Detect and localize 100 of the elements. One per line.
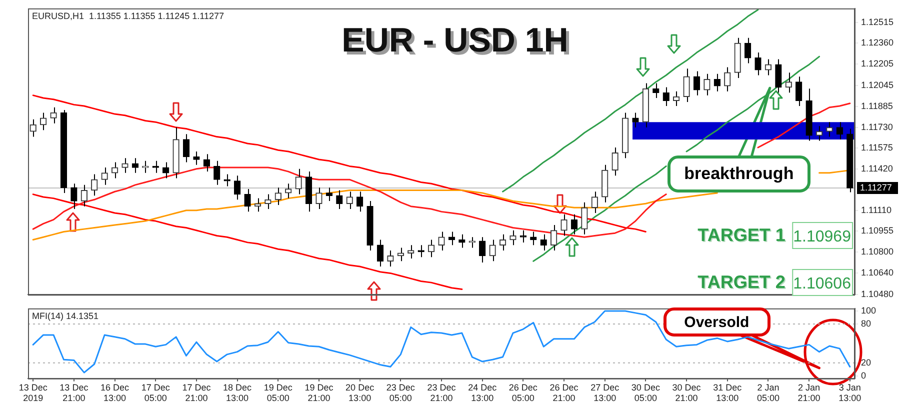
y-tick-label: 1.12360 xyxy=(861,38,894,48)
y-tick-label: 1.11730 xyxy=(861,122,893,132)
x-tick-label: 26 Dec 05:00 xyxy=(508,382,538,404)
candlestick xyxy=(458,234,466,248)
candlestick xyxy=(182,134,190,163)
annotation: TARGET 2 xyxy=(698,272,786,293)
candlestick xyxy=(80,184,88,207)
candlestick xyxy=(295,168,302,195)
x-tick-label: 18 Dec 13:00 xyxy=(223,382,252,404)
y-tick-label: 100 xyxy=(861,305,876,316)
x-tick-label: 31 Dec 13:00 xyxy=(713,382,742,404)
candlestick xyxy=(510,230,516,246)
candlestick xyxy=(479,236,486,264)
candlestick xyxy=(91,174,98,196)
candlestick xyxy=(785,72,792,94)
y-tick-label: 1.12045 xyxy=(861,80,894,90)
candlestick xyxy=(244,188,251,212)
candlestick xyxy=(326,187,333,202)
candlestick xyxy=(683,68,690,103)
x-tick-label: 23 Dec 05:00 xyxy=(386,382,416,404)
candlestick xyxy=(693,70,700,96)
y-tick-label: 1.10480 xyxy=(861,289,894,300)
candlestick xyxy=(111,162,118,179)
chart-title: MFI(14) 14.1351 xyxy=(32,310,99,321)
x-tick-label: 13 Dec 2019 xyxy=(18,382,48,404)
y-tick-label: 1.12205 xyxy=(861,58,894,68)
x-tick-label: 23 Dec 21:00 xyxy=(427,382,456,404)
candlestick xyxy=(428,239,435,258)
candlestick xyxy=(234,175,241,200)
candlestick xyxy=(540,234,547,251)
y-tick-label: 80 xyxy=(861,318,872,328)
candlestick xyxy=(612,146,618,176)
chart-subtitle: EURUSD,H1 1.11355 1.11355 1.11245 1.11277 xyxy=(32,10,224,21)
x-tick-label: 2 Jan 05:00 xyxy=(756,382,780,404)
candlestick xyxy=(264,194,272,210)
candlestick xyxy=(40,112,47,131)
candlestick xyxy=(581,202,588,235)
y-tick-label: 1.11885 xyxy=(861,101,893,112)
ref-line-label: 1.11277 xyxy=(860,182,892,192)
candlestick xyxy=(376,239,384,268)
y-tick-label: 20 xyxy=(861,357,872,368)
y-tick-label: 1.11420 xyxy=(861,163,893,174)
candlestick xyxy=(316,187,322,210)
candlestick xyxy=(499,234,506,251)
candlestick xyxy=(550,224,558,251)
annotation: 1.10606 xyxy=(793,275,852,292)
candlestick xyxy=(672,90,680,107)
candlestick xyxy=(826,122,833,138)
y-tick-label: 1.12515 xyxy=(861,16,894,27)
candlestick xyxy=(387,250,394,268)
y-tick-label: 1.10800 xyxy=(861,246,894,256)
candlestick xyxy=(724,66,731,92)
candlestick xyxy=(816,126,823,142)
y-tick-label: 1.11575 xyxy=(861,142,893,153)
candlestick xyxy=(520,230,527,243)
x-tick-label: 26 Dec 21:00 xyxy=(550,382,579,404)
x-tick-label: 16 Dec 13:00 xyxy=(100,382,130,404)
candlestick xyxy=(285,183,292,199)
candlestick xyxy=(489,239,496,262)
x-tick-label: 17 Dec 05:00 xyxy=(141,382,170,404)
y-tick-label: 1.11110 xyxy=(861,204,892,215)
x-tick-label: 19 Dec 05:00 xyxy=(264,382,293,404)
candlestick xyxy=(632,112,639,128)
x-tick-label: 13 Dec 21:00 xyxy=(60,382,89,404)
x-tick-label: 27 Dec 13:00 xyxy=(590,382,620,404)
text: EUR - USD 1H xyxy=(344,24,572,62)
y-tick-label: 1.10640 xyxy=(861,268,894,278)
x-tick-label: 30 Dec 21:00 xyxy=(672,382,702,404)
candlestick xyxy=(764,58,772,76)
candlestick xyxy=(122,158,128,174)
y-tick-label: 0 xyxy=(861,370,866,380)
x-tick-label: 30 Dec 05:00 xyxy=(631,382,660,404)
candlestick xyxy=(193,151,200,166)
candlestick xyxy=(162,162,170,179)
candlestick xyxy=(408,244,414,259)
candlestick xyxy=(775,58,782,94)
annotation: TARGET 1 xyxy=(698,226,786,246)
x-tick-label: 3 Jan 13:00 xyxy=(838,382,862,404)
candlestick xyxy=(560,214,568,236)
x-tick-label: 19 Dec 21:00 xyxy=(304,382,334,404)
candlestick xyxy=(30,118,36,138)
candlestick xyxy=(50,106,57,124)
candlestick xyxy=(652,82,660,99)
x-tick-label: 17 Dec 21:00 xyxy=(182,382,212,404)
candlestick xyxy=(101,167,108,186)
candlestick xyxy=(214,160,220,186)
candlestick xyxy=(274,187,282,206)
x-tick-label: 20 Dec 13:00 xyxy=(346,382,375,404)
candlestick xyxy=(346,191,353,210)
candlestick xyxy=(754,52,762,76)
candlestick xyxy=(132,158,139,174)
y-tick-label: 1.10955 xyxy=(861,226,894,236)
x-tick-label: 2 Jan 21:00 xyxy=(798,382,820,404)
candlestick xyxy=(796,76,802,107)
candlestick xyxy=(591,191,598,214)
candlestick xyxy=(704,73,710,96)
annotation: 1.10969 xyxy=(793,228,852,246)
candlestick xyxy=(744,37,752,64)
candlestick xyxy=(70,183,78,210)
candlestick xyxy=(438,231,445,251)
